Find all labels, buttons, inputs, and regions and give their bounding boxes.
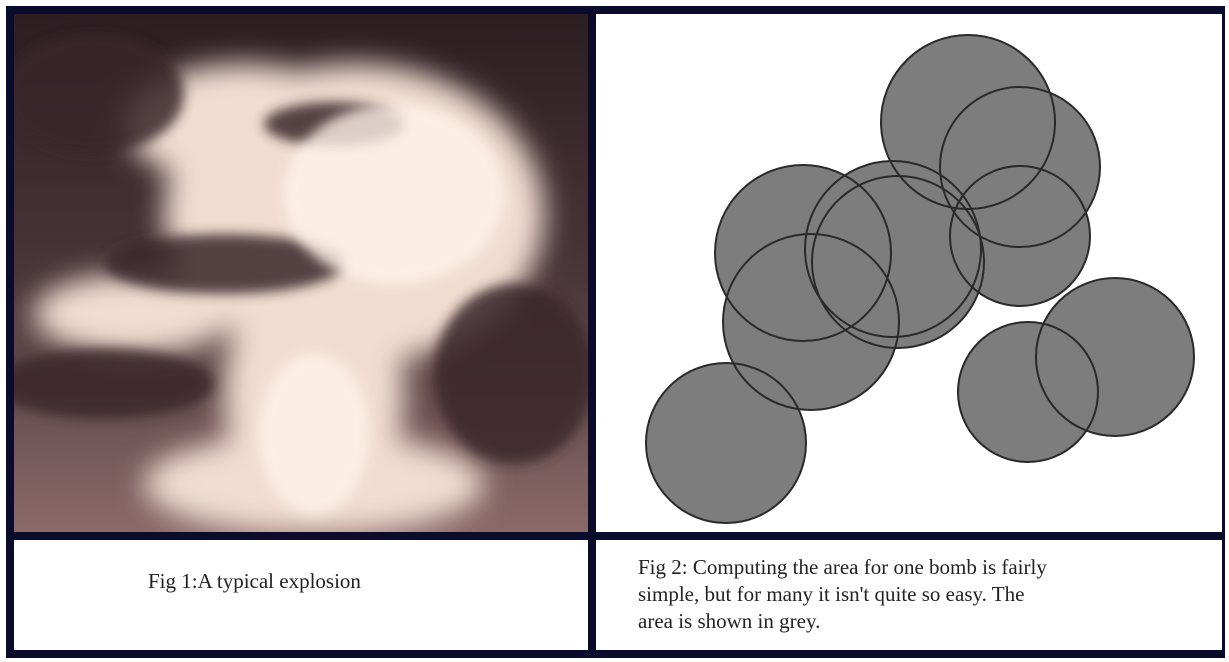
explosion-image <box>14 14 588 532</box>
caption: Fig 2: Computing the area for one bomb i… <box>638 554 1047 635</box>
caption-line: simple, but for many it isn't quite so e… <box>638 581 1047 608</box>
caption-box: Fig 2: Computing the area for one bomb i… <box>596 540 1222 650</box>
caption: Fig 1:A typical explosion <box>148 568 361 595</box>
figure-frame: Fig 1:A typical explosion Fig 2: Computi… <box>6 6 1225 658</box>
circles-diagram <box>596 14 1222 532</box>
caption-box: Fig 1:A typical explosion <box>14 540 588 650</box>
caption-line: area is shown in grey. <box>638 608 1047 635</box>
page: Fig 1:A typical explosion Fig 2: Computi… <box>0 0 1229 662</box>
caption-line: Fig 2: Computing the area for one bomb i… <box>638 554 1047 581</box>
